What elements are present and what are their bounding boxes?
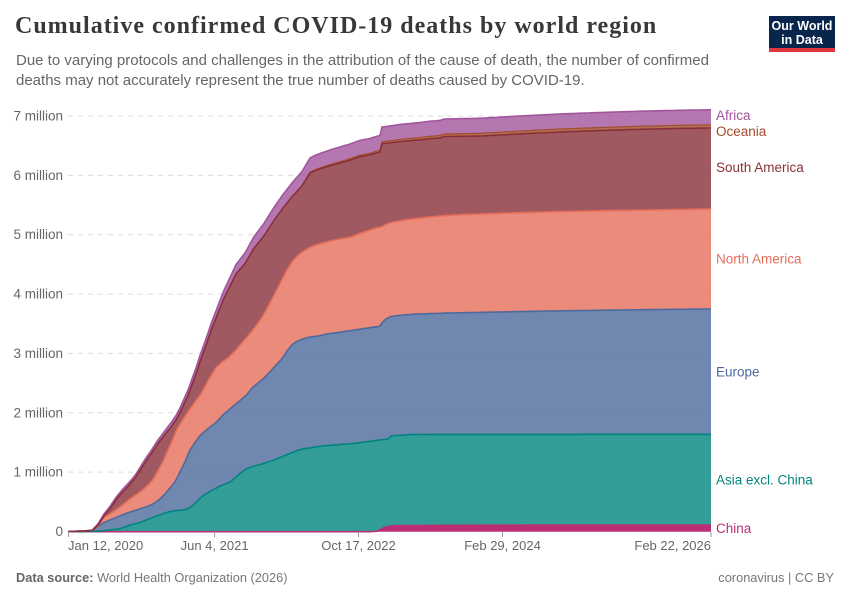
svg-text:4 million: 4 million — [13, 287, 63, 302]
svg-text:South America: South America — [716, 160, 804, 175]
svg-text:Jun 4, 2021: Jun 4, 2021 — [181, 538, 249, 553]
svg-text:5 million: 5 million — [13, 227, 63, 242]
svg-text:Africa: Africa — [716, 108, 751, 123]
svg-text:Jan 12, 2020: Jan 12, 2020 — [68, 538, 143, 553]
svg-text:Feb 29, 2024: Feb 29, 2024 — [464, 538, 541, 553]
svg-text:0: 0 — [55, 524, 63, 539]
svg-text:2 million: 2 million — [13, 405, 63, 420]
svg-text:1 million: 1 million — [13, 465, 63, 480]
svg-text:Feb 22, 2026: Feb 22, 2026 — [634, 538, 711, 553]
svg-text:China: China — [716, 521, 752, 536]
svg-text:7 million: 7 million — [13, 109, 63, 124]
svg-text:Oct 17, 2022: Oct 17, 2022 — [321, 538, 395, 553]
svg-text:3 million: 3 million — [13, 346, 63, 361]
svg-text:Oceania: Oceania — [716, 124, 767, 139]
svg-text:Europe: Europe — [716, 365, 760, 380]
svg-text:6 million: 6 million — [13, 168, 63, 183]
svg-text:North America: North America — [716, 252, 802, 267]
svg-text:Asia excl. China: Asia excl. China — [716, 473, 813, 488]
